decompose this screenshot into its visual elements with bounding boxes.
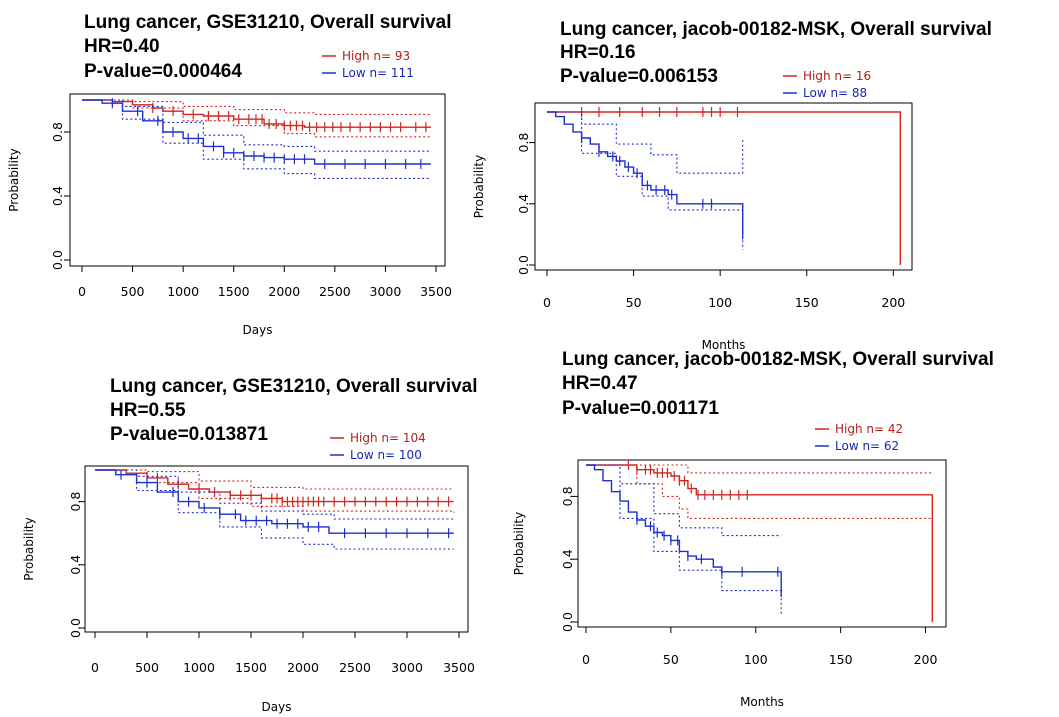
p-value: P-value=0.001171 <box>562 398 719 419</box>
low-survival-curve <box>82 99 431 165</box>
x-tick-label: 0 <box>78 284 86 299</box>
x-tick-label: 0 <box>582 652 590 667</box>
plot-frame <box>577 459 947 628</box>
hazard-ratio: HR=0.47 <box>562 373 638 394</box>
legend-entry: Low n= 111 <box>342 66 414 80</box>
plot-frame <box>84 465 469 633</box>
low-upper-ci <box>586 464 782 537</box>
y-tick-label: 0.8 <box>560 486 575 506</box>
y-tick-label: 0.0 <box>560 612 575 632</box>
y-tick-label: 0.0 <box>68 618 83 638</box>
low-survival-curve <box>586 464 782 597</box>
survival-panel-4: Lung cancer, jacob-00182-MSK, Overall su… <box>512 349 994 709</box>
high-survival-curve <box>95 469 454 503</box>
x-tick-label: 150 <box>829 652 853 667</box>
x-axis-label: Days <box>243 323 273 337</box>
plot-frame <box>534 102 913 271</box>
legend-entry: High n= 93 <box>342 49 410 63</box>
x-tick-label: 1500 <box>218 284 250 299</box>
low-survival-curve <box>547 111 744 235</box>
high-lower-ci <box>82 99 431 138</box>
panel-title: Lung cancer, jacob-00182-MSK, Overall su… <box>560 19 992 40</box>
x-axis-label: Months <box>702 338 746 352</box>
low-survival-curve <box>95 469 454 534</box>
legend-entry: Low n= 88 <box>803 86 867 100</box>
y-tick-label: 0.0 <box>50 250 65 270</box>
x-tick-label: 3000 <box>391 660 423 675</box>
legend-entry: High n= 16 <box>803 69 871 83</box>
y-axis-label: Probability <box>7 148 21 211</box>
hazard-ratio: HR=0.55 <box>110 400 186 421</box>
x-tick-label: 50 <box>626 295 642 310</box>
high-upper-ci <box>95 469 454 490</box>
legend-entry: High n= 104 <box>350 431 426 445</box>
high-survival-curve <box>586 464 933 622</box>
x-tick-label: 500 <box>121 284 145 299</box>
legend-entry: Low n= 100 <box>350 448 422 462</box>
x-tick-label: 1000 <box>167 284 199 299</box>
survival-panel-2: Lung cancer, jacob-00182-MSK, Overall su… <box>472 19 992 352</box>
survival-panel-1: Lung cancer, GSE31210, Overall survival H… <box>7 12 452 337</box>
x-tick-label: 2000 <box>287 660 319 675</box>
x-tick-label: 1000 <box>183 660 215 675</box>
x-tick-label: 0 <box>91 660 99 675</box>
x-tick-label: 0 <box>543 295 551 310</box>
x-tick-label: 3500 <box>443 660 475 675</box>
y-tick-label: 0.8 <box>50 122 65 142</box>
x-tick-label: 100 <box>744 652 768 667</box>
y-axis-label: Probability <box>472 155 486 218</box>
high-upper-ci <box>82 99 431 115</box>
y-tick-label: 0.4 <box>68 555 83 575</box>
legend-entry: High n= 42 <box>835 422 903 436</box>
x-tick-label: 50 <box>663 652 679 667</box>
x-tick-label: 1500 <box>235 660 267 675</box>
y-tick-label: 0.8 <box>516 133 531 153</box>
hazard-ratio: HR=0.16 <box>560 42 636 63</box>
high-upper-ci <box>586 464 933 474</box>
x-tick-label: 2000 <box>268 284 300 299</box>
x-tick-label: 3000 <box>370 284 402 299</box>
p-value: P-value=0.013871 <box>110 424 268 445</box>
y-tick-label: 0.4 <box>50 186 65 206</box>
x-tick-label: 2500 <box>339 660 371 675</box>
x-tick-label: 200 <box>914 652 938 667</box>
y-tick-label: 0.4 <box>516 194 531 214</box>
y-tick-label: 0.8 <box>68 492 83 512</box>
x-tick-label: 150 <box>795 295 819 310</box>
x-tick-label: 2500 <box>319 284 351 299</box>
x-tick-label: 200 <box>881 295 905 310</box>
x-axis-label: Days <box>262 700 292 714</box>
high-survival-curve <box>547 111 901 265</box>
y-tick-label: 0.4 <box>560 549 575 569</box>
y-tick-label: 0.0 <box>516 255 531 275</box>
x-tick-label: 500 <box>135 660 159 675</box>
low-lower-ci <box>547 111 744 250</box>
y-axis-label: Probability <box>512 512 526 575</box>
x-tick-label: 100 <box>708 295 732 310</box>
panel-title: Lung cancer, GSE31210, Overall survival <box>84 12 452 33</box>
survival-panel-3: Lung cancer, GSE31210, Overall survival H… <box>22 376 478 714</box>
panel-title: Lung cancer, GSE31210, Overall survival <box>110 376 478 397</box>
low-lower-ci <box>95 469 454 550</box>
x-axis-label: Months <box>740 695 784 709</box>
hazard-ratio: HR=0.40 <box>84 36 160 57</box>
legend-entry: Low n= 62 <box>835 439 899 453</box>
p-value: P-value=0.000464 <box>84 61 242 82</box>
low-upper-ci <box>547 111 744 174</box>
x-tick-label: 3500 <box>420 284 452 299</box>
low-upper-ci <box>82 99 431 152</box>
low-lower-ci <box>586 464 782 615</box>
panel-title: Lung cancer, jacob-00182-MSK, Overall su… <box>562 349 994 370</box>
y-axis-label: Probability <box>22 517 36 580</box>
plot-frame <box>69 93 446 267</box>
low-upper-ci <box>95 469 454 520</box>
p-value: P-value=0.006153 <box>560 66 718 87</box>
